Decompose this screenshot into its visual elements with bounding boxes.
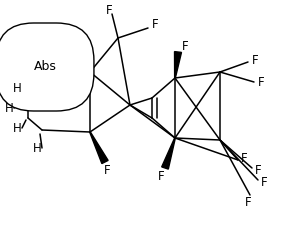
Text: F: F — [252, 54, 259, 66]
Text: F: F — [104, 164, 110, 177]
Text: F: F — [261, 175, 268, 188]
Text: F: F — [241, 152, 248, 164]
Polygon shape — [90, 132, 108, 164]
Text: F: F — [182, 40, 189, 53]
Text: Abs: Abs — [34, 60, 56, 74]
Text: F: F — [106, 4, 112, 16]
Text: H: H — [5, 101, 14, 114]
Polygon shape — [175, 52, 181, 78]
Text: F: F — [152, 18, 159, 30]
Text: H: H — [33, 142, 42, 154]
Text: F: F — [158, 169, 164, 183]
Text: F: F — [245, 197, 251, 209]
Text: F: F — [258, 75, 265, 89]
Text: H: H — [13, 81, 22, 94]
Polygon shape — [162, 138, 175, 169]
Text: F: F — [255, 164, 261, 177]
Text: H: H — [13, 122, 22, 134]
